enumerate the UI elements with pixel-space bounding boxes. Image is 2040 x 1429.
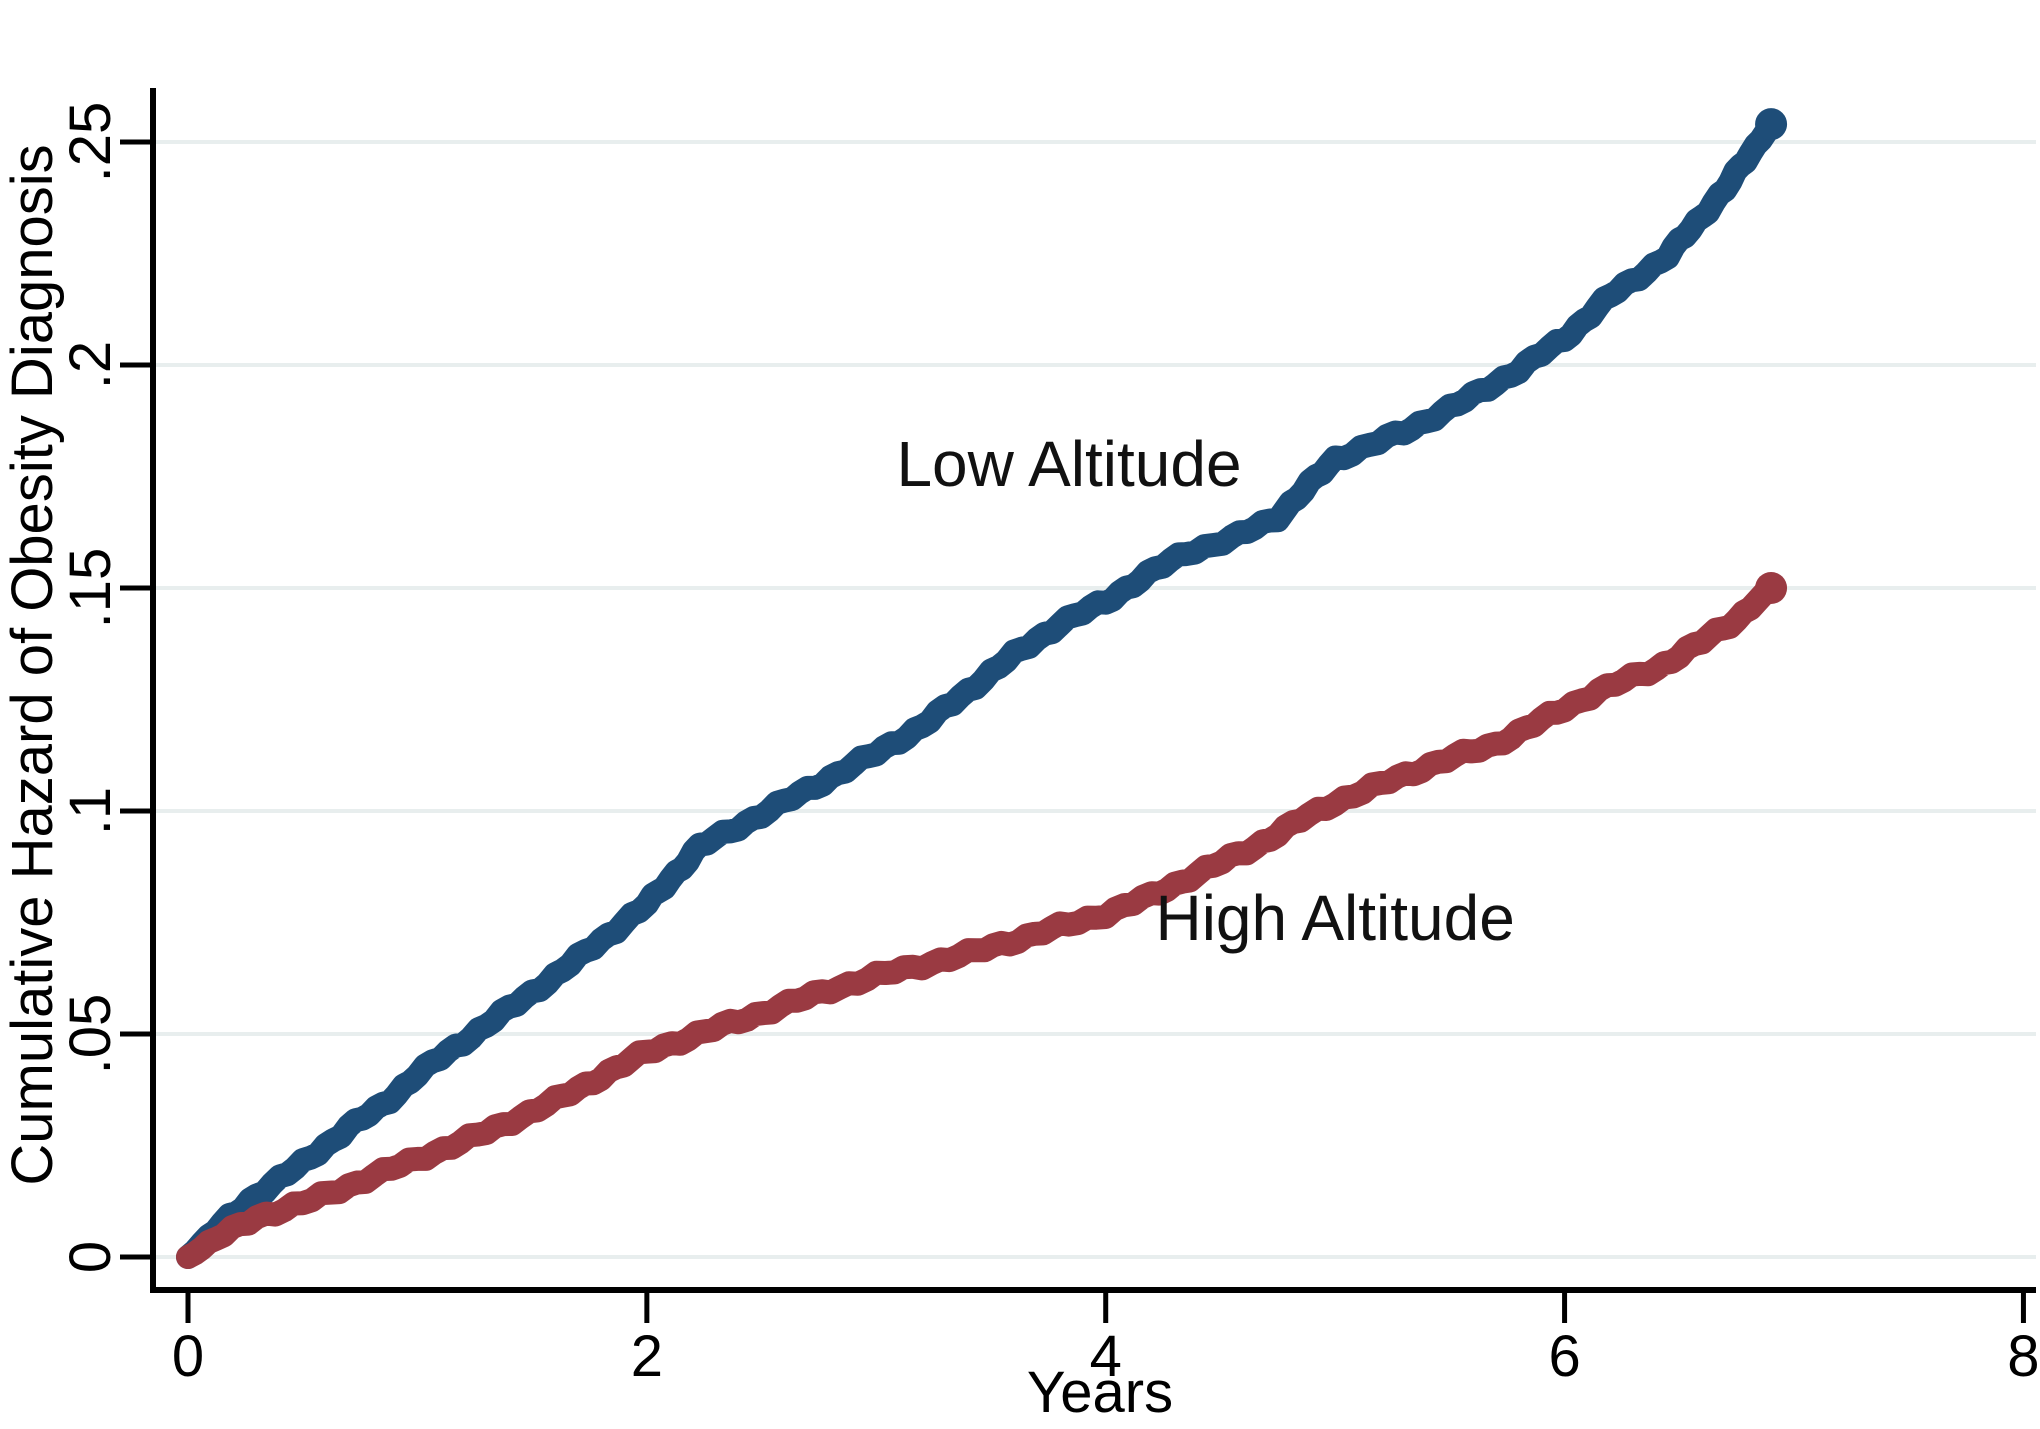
y-tick-label-1: .1 [58, 787, 123, 835]
series-high-altitude-curve [176, 576, 1784, 1269]
x-tick-label-0: 0 [172, 1324, 204, 1389]
x-tick-label-4: 4 [1090, 1324, 1122, 1389]
y-tick-label-2: .2 [58, 341, 123, 389]
y-tick-label-0: 0 [58, 1241, 123, 1273]
y-tick-label-05: .05 [58, 994, 123, 1075]
series-low-altitude-curve [176, 112, 1784, 1269]
series-high-altitude-endpoint [1755, 572, 1788, 604]
y-axis-title: Cumulative Hazard of Obesity Diagnosis [0, 144, 65, 1185]
x-tick-label-6: 6 [1548, 1324, 1580, 1389]
y-tick-label-15: .15 [58, 548, 123, 629]
series-low-altitude-endpoint [1755, 108, 1788, 141]
x-tick-label-2: 2 [631, 1324, 663, 1389]
series-label-high-altitude: High Altitude [1155, 882, 1514, 954]
series-label-low-altitude: Low Altitude [896, 428, 1241, 500]
x-tick-label-8: 8 [2007, 1324, 2039, 1389]
x-axis-title: Years [1027, 1360, 1173, 1425]
y-tick-label-25: .25 [58, 102, 123, 183]
